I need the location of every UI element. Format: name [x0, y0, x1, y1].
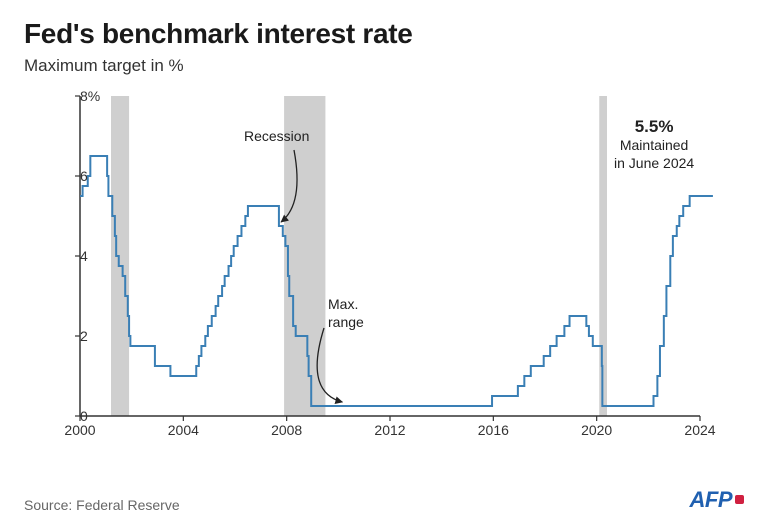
chart-area: 02468% 2000200420082012201620202024 Rece… — [24, 86, 744, 446]
afp-logo: AFP — [690, 487, 745, 513]
annotation-maxrange: Max.range — [328, 296, 364, 331]
x-axis-tick-label: 2012 — [374, 416, 405, 438]
annotation-recession: Recession — [244, 128, 309, 146]
x-axis-tick-label: 2004 — [168, 416, 199, 438]
y-axis-tick-label: 2 — [80, 328, 86, 344]
afp-logo-text: AFP — [690, 487, 733, 513]
x-axis-tick-label: 2024 — [684, 416, 715, 438]
x-axis-tick-label: 2016 — [478, 416, 509, 438]
chart-subtitle: Maximum target in % — [24, 56, 744, 76]
x-axis-tick-label: 2000 — [64, 416, 95, 438]
source-text: Source: Federal Reserve — [24, 497, 180, 513]
afp-logo-dot — [735, 495, 744, 504]
y-axis-tick-label: 8% — [80, 88, 86, 104]
x-axis-tick-label: 2020 — [581, 416, 612, 438]
chart-title: Fed's benchmark interest rate — [24, 18, 744, 50]
y-axis-tick-label: 4 — [80, 248, 86, 264]
y-axis-tick-label: 6 — [80, 168, 86, 184]
x-axis-tick-label: 2008 — [271, 416, 302, 438]
annotation-latest: 5.5%Maintainedin June 2024 — [614, 116, 694, 172]
